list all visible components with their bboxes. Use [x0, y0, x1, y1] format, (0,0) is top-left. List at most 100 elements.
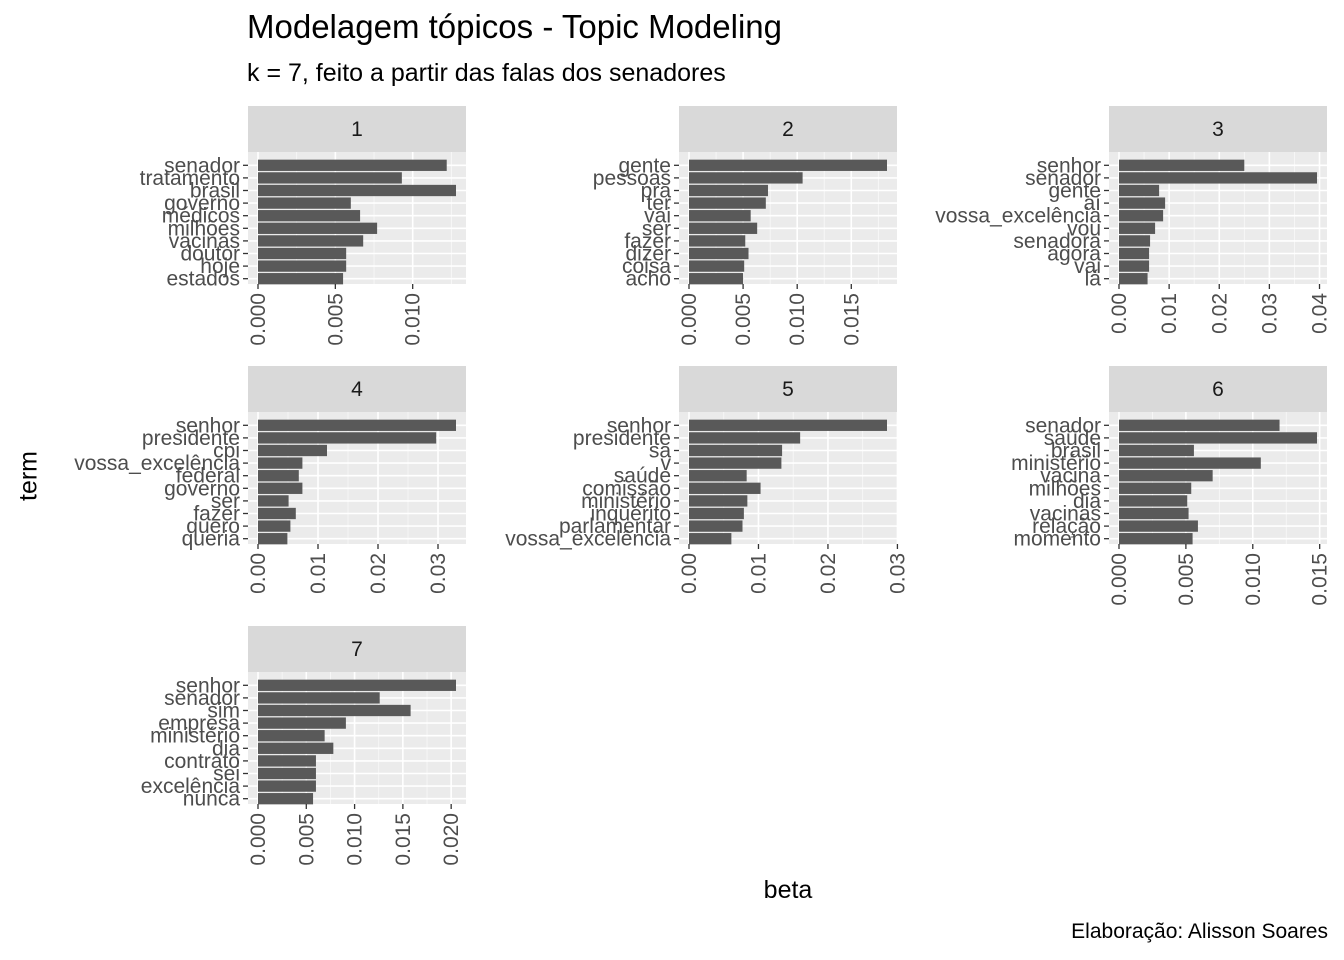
bar-dia: [1119, 495, 1188, 507]
bar-ministério: [1119, 457, 1261, 469]
term-label: fazer: [624, 230, 671, 253]
term-label: senador: [1025, 414, 1101, 437]
term-label: doutor: [180, 243, 240, 266]
bar-inquérito: [689, 507, 744, 520]
chart-caption: Elaboração: Alisson Soares: [1071, 920, 1328, 943]
bar-momento: [1119, 533, 1193, 545]
x-tick-label: 0.00: [678, 553, 701, 594]
bar-lá: [1119, 273, 1148, 285]
bar-coisa: [689, 260, 745, 272]
x-tick-label: 0.015: [1309, 553, 1332, 606]
bar-fazer: [689, 235, 746, 247]
term-label: vou: [1067, 217, 1101, 240]
term-label: fazer: [193, 503, 240, 526]
bar-vai: [1119, 260, 1150, 272]
term-label: milhões: [168, 217, 240, 240]
x-tick-label: 0.02: [1208, 293, 1231, 334]
bar-vossa_excelência: [689, 533, 732, 545]
bar-sim: [258, 704, 411, 717]
bar-hoje: [258, 260, 347, 272]
term-label: hoje: [200, 255, 240, 278]
facet-strip: [679, 106, 897, 152]
bar-saúde: [1119, 432, 1317, 444]
bar-ministério: [689, 495, 748, 507]
bar-ser: [258, 495, 289, 507]
bar-médicos: [258, 210, 361, 222]
bar-governo: [258, 197, 351, 209]
term-label: vacinas: [1030, 503, 1101, 526]
term-label: senhor: [607, 414, 671, 437]
term-label: senhor: [1037, 154, 1101, 177]
term-label: gente: [618, 154, 671, 177]
x-tick-label: 0.015: [840, 293, 863, 346]
bar-senhor: [258, 679, 456, 691]
term-label: excelência: [141, 775, 241, 798]
bar-agora: [1119, 247, 1150, 260]
x-tick-label: 0.010: [402, 293, 425, 346]
bar-dizer: [689, 247, 749, 260]
bar-presidente: [689, 432, 801, 444]
x-tick-label: 0.010: [1242, 553, 1265, 606]
bar-estados: [258, 273, 344, 285]
facet-strip-label: 6: [1212, 378, 1224, 401]
bar-pra: [689, 184, 768, 197]
term-label: milhões: [1029, 477, 1101, 500]
term-label: gente: [1048, 180, 1101, 203]
term-label: momento: [1013, 528, 1101, 551]
x-tick-label: 0.005: [295, 813, 318, 866]
term-label: ministério: [581, 490, 671, 513]
x-tick-label: 0.010: [786, 293, 809, 346]
term-label: saúde: [1044, 427, 1101, 450]
facet-strip-label: 4: [351, 378, 363, 401]
x-tick-label: 0.000: [1108, 553, 1131, 606]
bar-saúde: [689, 470, 747, 482]
bar-vacina: [1119, 470, 1213, 482]
facet-strip-label: 3: [1212, 118, 1224, 141]
bar-acho: [689, 273, 744, 285]
bar-comissão: [689, 482, 761, 494]
term-label: parlamentar: [559, 515, 671, 538]
term-label: nunca: [183, 788, 241, 811]
term-label: senhor: [176, 414, 240, 437]
term-label: ser: [211, 490, 240, 513]
bar-brasil: [1119, 444, 1194, 457]
bar-sei: [258, 767, 316, 780]
facet-strip-label: 2: [782, 118, 794, 141]
bar-dia: [258, 742, 334, 754]
bar-vacinas: [1119, 507, 1189, 520]
term-label: coisa: [622, 255, 671, 278]
term-label: vai: [644, 205, 671, 228]
term-label: dia: [212, 737, 240, 760]
x-tick-label: 0.000: [247, 813, 270, 866]
bar-aí: [1119, 197, 1166, 209]
facet-strip: [248, 106, 466, 152]
term-label: vossa_excelência: [74, 452, 240, 475]
term-label: senador: [1025, 167, 1101, 190]
x-tick-label: 0.01: [1158, 293, 1181, 334]
bar-ser: [689, 222, 758, 234]
bar-senador: [1119, 419, 1280, 431]
x-tick-label: 0.02: [367, 553, 390, 594]
term-label: vacina: [1040, 465, 1101, 488]
term-label: senhor: [176, 674, 240, 697]
bar-senhor: [258, 419, 456, 431]
bar-senador: [258, 692, 380, 704]
term-label: senador: [164, 154, 240, 177]
facet-panel-2: 2 gentepessoaspratervaiserfazerdizercoisa…: [593, 106, 897, 346]
x-tick-label: 0.005: [1175, 553, 1198, 606]
term-label: tratamento: [140, 167, 240, 190]
term-label: sei: [213, 763, 240, 786]
term-label: pra: [641, 180, 672, 203]
bar-senadora: [1119, 235, 1151, 247]
facet-strip-label: 5: [782, 378, 794, 401]
facet-panel-5: 5 senhorpresidentesavsaúdecomissãoministé…: [505, 366, 909, 594]
term-label: governo: [164, 477, 240, 500]
facet-panel-3: 3 senhorsenadorgenteaívossa_excelênciavou…: [935, 106, 1332, 334]
term-label: senadora: [1013, 230, 1101, 253]
term-label: vacinas: [169, 230, 240, 253]
bar-brasil: [258, 184, 456, 197]
bar-vacinas: [258, 235, 364, 247]
term-label: pessoas: [593, 167, 671, 190]
term-label: senador: [164, 687, 240, 710]
bar-senador: [258, 159, 447, 171]
